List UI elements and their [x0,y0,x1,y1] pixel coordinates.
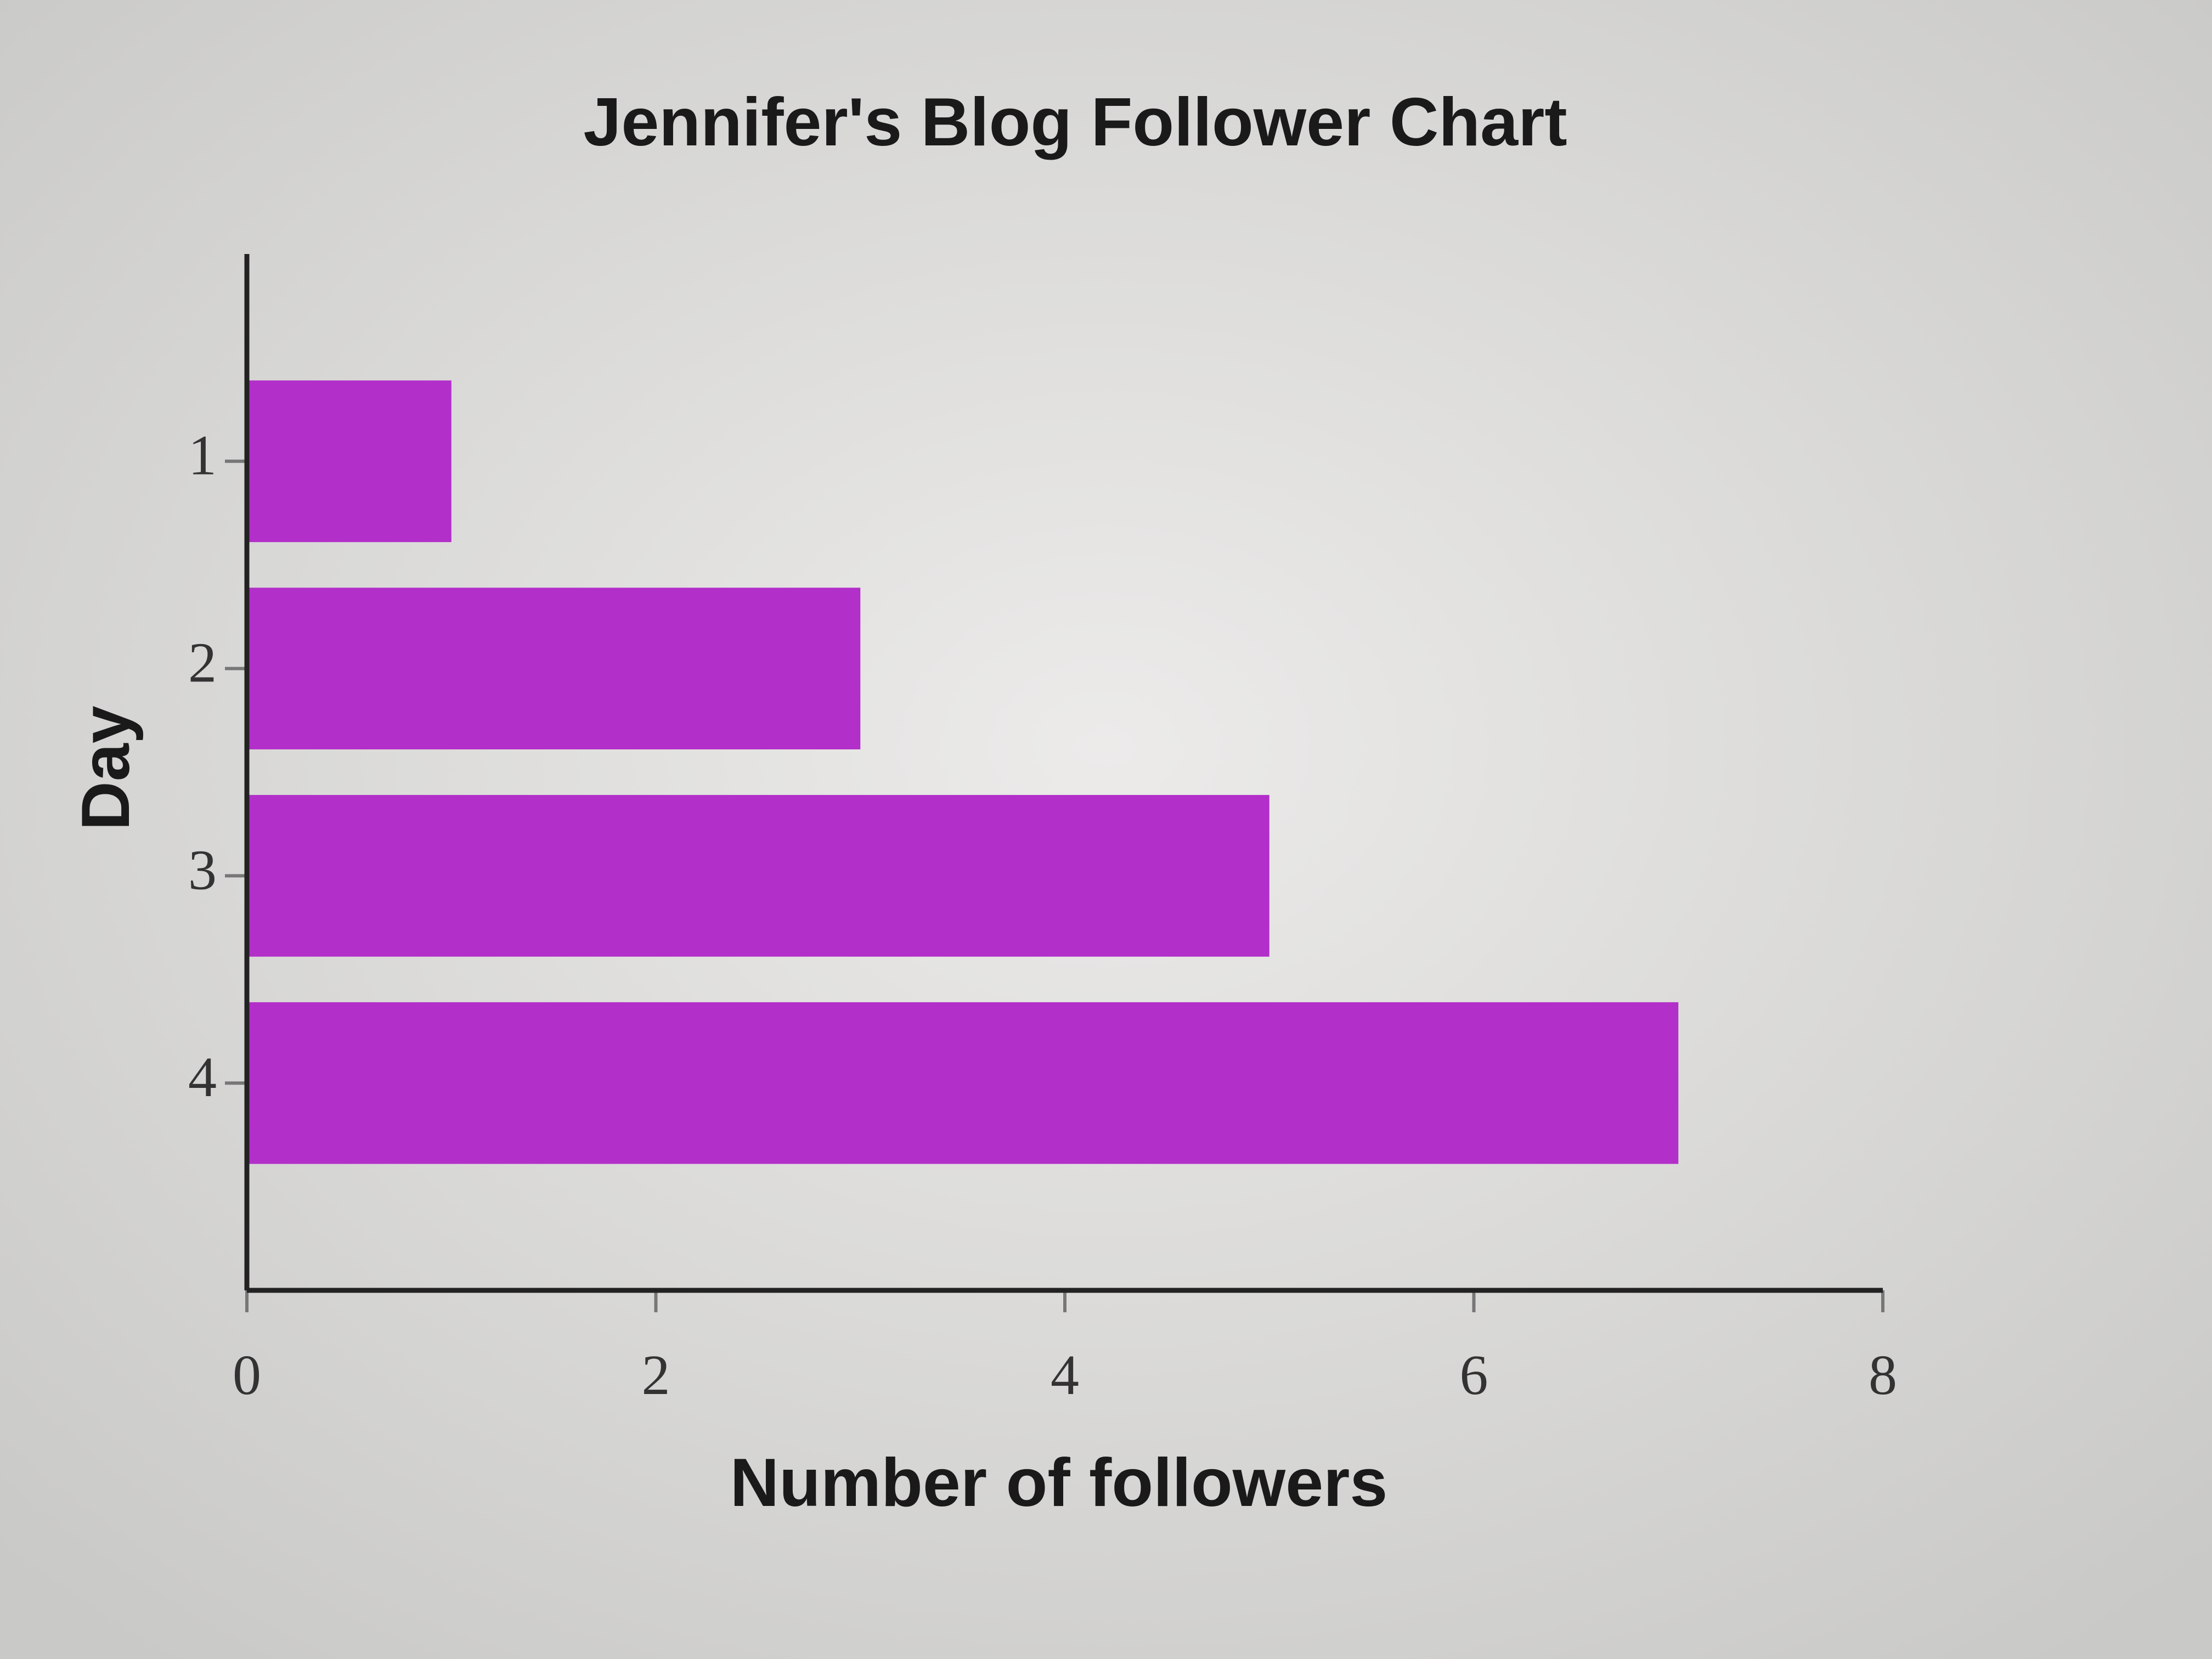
x-tick-label: 0 [233,1344,261,1407]
y-tick-label: 3 [188,838,217,901]
x-axis-title: Number of followers [730,1445,1388,1521]
y-tick-label: 4 [188,1046,217,1109]
y-tick-label: 1 [188,424,217,487]
bar [247,380,452,543]
bar [247,795,1269,957]
x-tick-label: 6 [1460,1344,1488,1407]
chart-title: Jennifer's Blog Follower Chart [583,84,1567,160]
x-tick-label: 8 [1869,1344,1897,1407]
plot-area: 0 2 4 6 8 1 2 3 4 [188,254,1897,1407]
y-axis-title: Day [68,706,144,831]
y-tick-label: 2 [188,631,217,694]
bar [247,1002,1679,1164]
bar [247,588,861,749]
x-tick-label: 4 [1051,1344,1079,1407]
x-tick-label: 2 [642,1344,670,1407]
